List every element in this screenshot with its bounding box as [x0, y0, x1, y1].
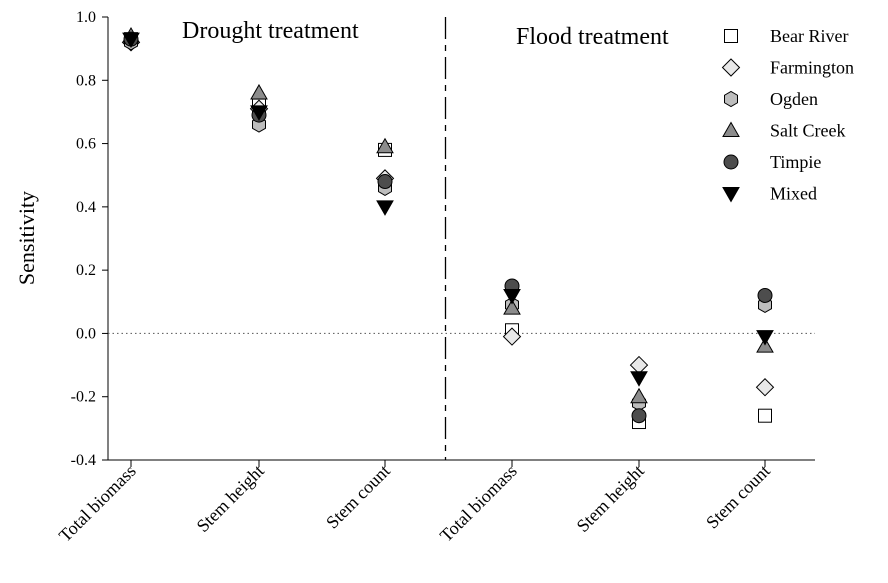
panel-title-flood: Flood treatment [516, 24, 669, 50]
point-timpie [757, 287, 773, 303]
x-tick-label: Stem count [702, 461, 774, 533]
legend: Bear River Farmington Ogden Salt Creek Timpi… [721, 26, 854, 204]
legend-label-timpie: Timpie [770, 152, 821, 172]
point-timpie [377, 174, 393, 190]
legend-label-mixed: Mixed [770, 184, 817, 204]
y-tick-label: 0.6 [76, 136, 96, 153]
y-tick-label: 1.0 [76, 9, 96, 26]
x-tick-label: Stem count [322, 461, 394, 533]
y-axis-label: Sensitivity [14, 191, 39, 285]
legend-marker-mixed [722, 187, 740, 203]
legend-marker-bear-river [724, 29, 738, 43]
x-tick-label: Stem height [193, 461, 268, 536]
legend-marker-salt-creek [722, 121, 740, 137]
legend-label-bear-river: Bear River [770, 26, 848, 46]
legend-item-salt-creek: Salt Creek [722, 121, 845, 141]
y-tick-label: 0.8 [76, 72, 96, 89]
point-timpie [631, 408, 647, 424]
x-tick-label: Stem height [573, 461, 648, 536]
legend-item-mixed: Mixed [722, 184, 817, 204]
point-mixed [503, 288, 521, 305]
point-mixed [376, 200, 394, 216]
point-salt-creek [376, 137, 394, 154]
legend-marker-ogden [724, 90, 738, 108]
point-bear-river [758, 408, 772, 423]
point-mixed [122, 32, 140, 49]
legend-item-bear-river: Bear River [724, 26, 848, 46]
y-tick-label: -0.2 [71, 389, 96, 406]
point-mixed [756, 330, 774, 346]
point-salt-creek [630, 387, 648, 404]
point-farmington [629, 355, 649, 375]
legend-item-farmington: Farmington [721, 58, 854, 78]
legend-item-timpie: Timpie [723, 152, 821, 172]
y-tick-label: -0.4 [71, 452, 96, 469]
legend-label-farmington: Farmington [770, 58, 854, 78]
legend-label-salt-creek: Salt Creek [770, 121, 845, 141]
y-tick-label: 0.4 [76, 199, 96, 216]
x-tick-label: Total biomass [55, 461, 140, 546]
legend-label-ogden: Ogden [770, 89, 818, 109]
labels-group: Sensitivity Drought treatment Flood trea… [14, 18, 669, 285]
point-mixed [630, 371, 648, 387]
data-points-group [121, 26, 775, 430]
y-tick-label: 0.2 [76, 262, 96, 279]
point-salt-creek [503, 299, 521, 315]
y-tick-label: 0.0 [76, 325, 96, 342]
legend-marker-timpie [723, 154, 739, 170]
legend-marker-farmington [721, 58, 741, 77]
point-salt-creek [250, 83, 268, 100]
point-farmington [502, 327, 522, 346]
panel-title-drought: Drought treatment [182, 18, 359, 44]
point-mixed [250, 105, 268, 121]
x-tick-label: Total biomass [436, 461, 521, 546]
point-farmington [755, 378, 775, 397]
legend-item-ogden: Ogden [724, 89, 818, 109]
